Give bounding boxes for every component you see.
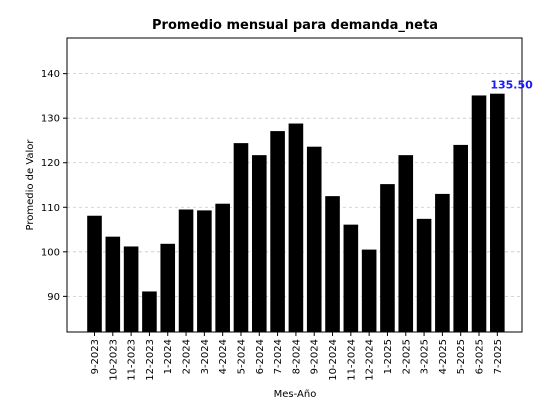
bar [471, 95, 487, 332]
x-tick-label: 9-2023 [90, 339, 101, 374]
bar [416, 218, 432, 332]
bar [288, 123, 304, 332]
x-tick-label: 1-2025 [383, 339, 394, 374]
x-axis-label: Mes-Año [274, 389, 317, 400]
x-tick-label: 10-2024 [328, 339, 339, 381]
bar [123, 246, 139, 332]
x-tick-label: 11-2024 [346, 339, 357, 381]
x-tick-label: 9-2024 [310, 339, 321, 374]
x-tick-label: 12-2023 [145, 339, 156, 381]
x-tick-label: 12-2024 [365, 339, 376, 381]
bar [233, 143, 249, 332]
bar [453, 144, 468, 332]
x-tick-label: 2-2024 [182, 339, 193, 374]
bar [197, 210, 212, 332]
bar [435, 193, 450, 332]
x-tick-label: 7-2024 [273, 339, 284, 374]
bar [398, 155, 414, 332]
bar [380, 184, 395, 332]
y-tick-label: 130 [41, 114, 60, 125]
plot-frame [66, 37, 523, 333]
bar [306, 146, 322, 332]
x-tick-label: 11-2023 [127, 339, 138, 381]
x-tick-label: 4-2024 [218, 339, 229, 374]
x-tick-label: 8-2024 [291, 339, 302, 374]
x-tick-label: 6-2025 [475, 339, 486, 374]
bar [87, 215, 102, 332]
bar [325, 196, 340, 332]
x-tick-label: 3-2025 [420, 339, 431, 374]
x-axis-ticks: 9-2023 10-2023 11-2023 12-2023 1-2024 2-2024 3… [90, 332, 504, 381]
y-tick-label: 140 [41, 69, 60, 80]
bar [142, 291, 157, 332]
bar [343, 224, 359, 332]
y-axis-ticks: 90 100 110 120 130 140 [41, 69, 67, 303]
y-tick-label: 90 [47, 292, 60, 303]
bar [361, 249, 377, 332]
bar [251, 155, 267, 332]
bar [270, 131, 285, 332]
bar [490, 93, 505, 332]
bar [160, 243, 176, 332]
x-tick-label: 5-2024 [236, 339, 247, 374]
y-tick-label: 110 [41, 203, 60, 214]
x-tick-label: 10-2023 [108, 339, 119, 381]
y-axis-label: Promedio de Valor [25, 139, 36, 231]
bar [215, 203, 230, 332]
chart-title: Promedio mensual para demanda_neta [152, 18, 438, 33]
y-tick-label: 120 [41, 158, 60, 169]
x-tick-label: 6-2024 [255, 339, 266, 374]
highlight-value-label: 135.50 [490, 79, 533, 92]
x-tick-label: 2-2025 [401, 339, 412, 374]
x-tick-label: 1-2024 [163, 339, 174, 374]
x-tick-label: 3-2024 [200, 339, 211, 374]
y-tick-label: 100 [41, 247, 60, 258]
bar [178, 209, 194, 332]
bar [105, 236, 121, 332]
x-tick-label: 7-2025 [493, 339, 504, 374]
x-tick-label: 4-2025 [438, 339, 449, 374]
x-tick-label: 5-2025 [456, 339, 467, 374]
bars [87, 93, 505, 332]
